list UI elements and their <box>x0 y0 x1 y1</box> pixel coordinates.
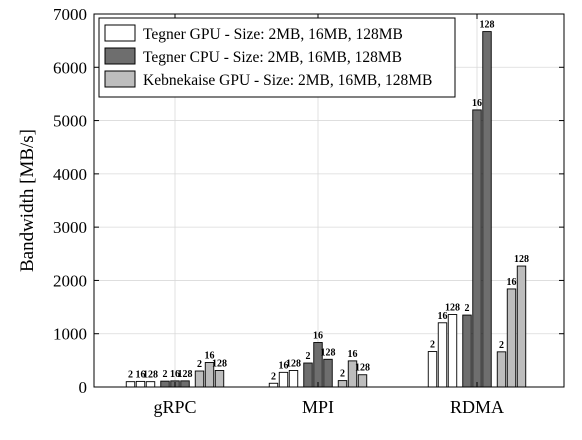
bar-size-label: 2 <box>499 340 504 351</box>
bar <box>447 314 458 388</box>
y-tick-label: 6000 <box>53 58 87 77</box>
bar-size-label: 2 <box>465 303 470 314</box>
bar <box>357 374 368 388</box>
bar-size-label: 128 <box>286 358 301 369</box>
legend-entry-label: Tegner GPU - Size: 2MB, 16MB, 128MB <box>143 26 403 43</box>
bar <box>288 370 299 388</box>
bar <box>125 381 136 388</box>
legend-entry-label: Kebnekaise GPU - Size: 2MB, 16MB, 128MB <box>143 72 432 89</box>
legend-swatch <box>104 70 136 88</box>
bar-size-label: 128 <box>514 254 529 265</box>
bar-size-label: 2 <box>197 359 202 370</box>
bar <box>516 265 527 388</box>
bar-size-label: 2 <box>128 370 133 381</box>
bar <box>180 380 190 388</box>
axes-frame <box>93 13 565 388</box>
x-category-label: MPI <box>302 397 334 417</box>
y-tick-label: 0 <box>79 378 88 397</box>
bar <box>268 382 279 388</box>
y-tick-label: 7000 <box>53 5 87 24</box>
bar-size-label: 2 <box>306 351 311 362</box>
bar-size-label: 128 <box>480 20 495 31</box>
x-category-label: gRPC <box>153 397 196 417</box>
bar-size-label: 128 <box>143 370 158 381</box>
bar <box>437 322 448 388</box>
bar <box>145 381 156 388</box>
bar <box>278 371 289 388</box>
bar-size-label: 2 <box>163 369 168 380</box>
y-tick-label: 3000 <box>53 218 87 237</box>
y-tick-label: 1000 <box>53 325 87 344</box>
bar-size-label: 16 <box>438 311 448 322</box>
bar <box>135 380 146 388</box>
y-tick-label: 5000 <box>53 112 87 131</box>
bar <box>482 31 492 388</box>
bar <box>472 109 482 388</box>
y-axis-title: Bandwidth [MB/s] <box>17 129 38 272</box>
bar-size-label: 2 <box>430 340 435 351</box>
bar-size-label: 2 <box>271 371 276 382</box>
bar-size-label: 2 <box>340 369 345 380</box>
bar <box>496 351 507 388</box>
bar-size-label: 128 <box>178 369 193 380</box>
bar <box>427 351 438 388</box>
bar-size-label: 16 <box>348 349 358 360</box>
legend-box <box>98 17 456 98</box>
x-category-label: RDMA <box>450 397 504 417</box>
bar <box>160 380 170 388</box>
bar-size-label: 16 <box>313 331 323 342</box>
legend-swatch <box>104 47 136 65</box>
bar-size-label: 128 <box>321 347 336 358</box>
bar <box>337 380 348 388</box>
bar <box>462 314 472 388</box>
y-tick-label: 2000 <box>53 271 87 290</box>
bar-size-label: 16 <box>507 277 517 288</box>
bar <box>194 370 205 388</box>
bar-size-label: 16 <box>205 350 215 361</box>
bar-size-label: 128 <box>355 363 370 374</box>
bar <box>303 362 313 388</box>
bar <box>323 358 333 388</box>
y-tick-label: 4000 <box>53 165 87 184</box>
bar-size-label: 16 <box>279 360 289 371</box>
legend-swatch <box>104 24 136 42</box>
legend-entry-label: Tegner CPU - Size: 2MB, 16MB, 128MB <box>143 49 402 66</box>
bar-size-label: 16 <box>170 369 180 380</box>
bar <box>214 370 225 388</box>
bar-size-label: 128 <box>212 358 227 369</box>
bar-size-label: 16 <box>472 98 482 109</box>
bar <box>506 288 517 388</box>
bar-size-label: 128 <box>445 303 460 314</box>
bar-size-label: 16 <box>136 369 146 380</box>
